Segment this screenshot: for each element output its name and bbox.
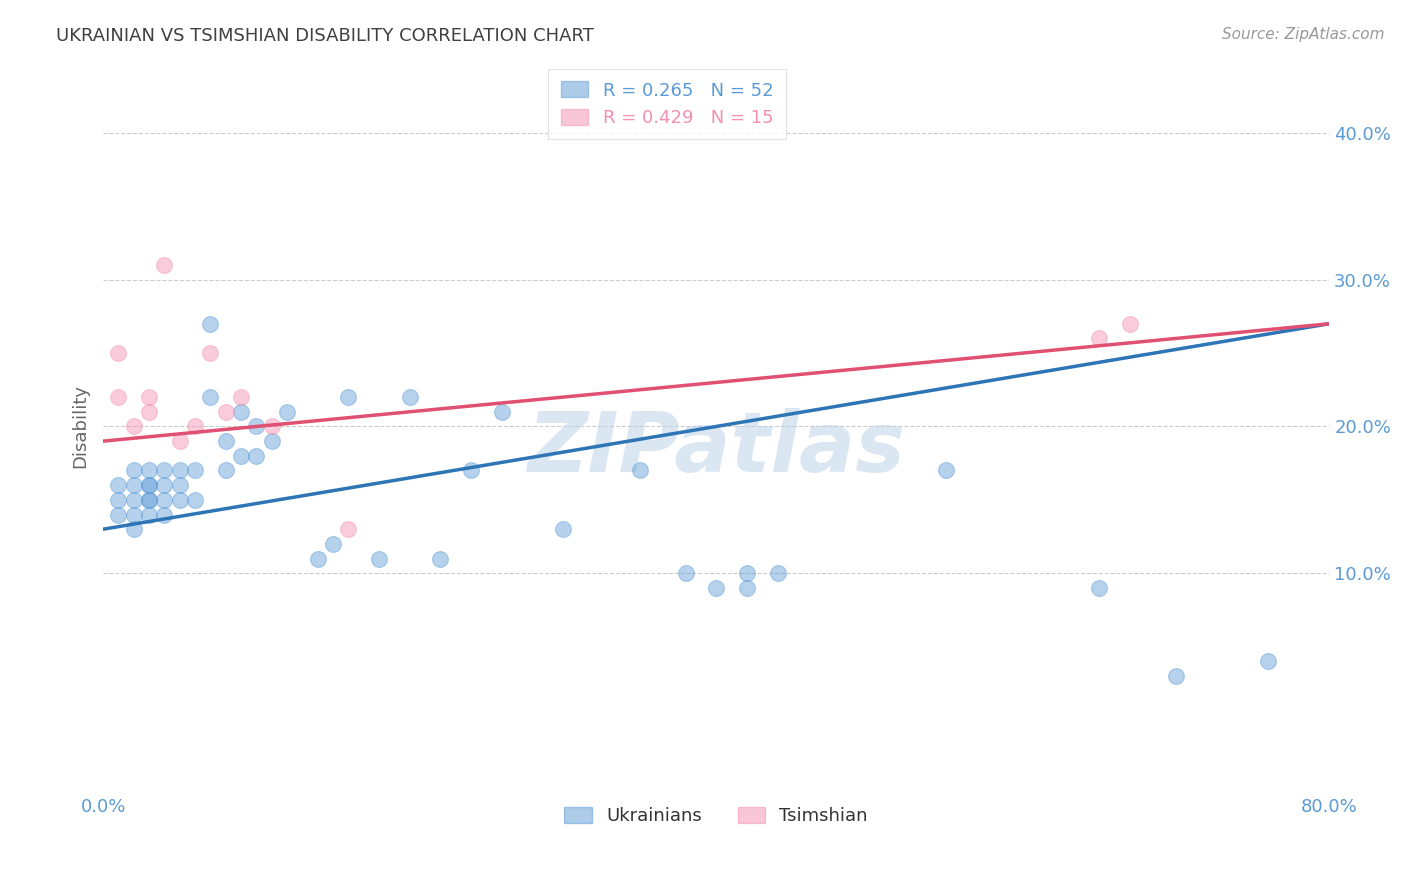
Point — [735, 581, 758, 595]
Point — [122, 492, 145, 507]
Point — [398, 390, 420, 404]
Point — [138, 478, 160, 492]
Y-axis label: Disability: Disability — [72, 384, 89, 468]
Point — [935, 463, 957, 477]
Point — [138, 463, 160, 477]
Point — [337, 522, 360, 536]
Point — [138, 405, 160, 419]
Point — [1257, 654, 1279, 668]
Point — [229, 449, 252, 463]
Point — [169, 492, 191, 507]
Point — [122, 419, 145, 434]
Point — [107, 508, 129, 522]
Point — [153, 492, 176, 507]
Point — [215, 463, 238, 477]
Point — [1088, 581, 1111, 595]
Point — [735, 566, 758, 581]
Point — [245, 419, 267, 434]
Point — [184, 419, 207, 434]
Point — [153, 463, 176, 477]
Point — [184, 463, 207, 477]
Point — [1119, 317, 1142, 331]
Point — [368, 551, 391, 566]
Point — [169, 478, 191, 492]
Point — [215, 434, 238, 449]
Point — [122, 508, 145, 522]
Point — [628, 463, 651, 477]
Point — [169, 434, 191, 449]
Point — [107, 478, 129, 492]
Point — [200, 390, 222, 404]
Point — [260, 434, 283, 449]
Point — [153, 258, 176, 272]
Point — [107, 390, 129, 404]
Point — [138, 492, 160, 507]
Point — [1164, 669, 1187, 683]
Point — [429, 551, 451, 566]
Point — [276, 405, 298, 419]
Point — [215, 405, 238, 419]
Point — [122, 522, 145, 536]
Point — [122, 463, 145, 477]
Point — [491, 405, 513, 419]
Point — [122, 478, 145, 492]
Point — [138, 492, 160, 507]
Text: Source: ZipAtlas.com: Source: ZipAtlas.com — [1222, 27, 1385, 42]
Point — [245, 449, 267, 463]
Legend: Ukrainians, Tsimshian: Ukrainians, Tsimshian — [554, 796, 879, 836]
Point — [184, 492, 207, 507]
Text: ZIPatlas: ZIPatlas — [527, 408, 905, 489]
Point — [460, 463, 482, 477]
Point — [229, 390, 252, 404]
Point — [153, 478, 176, 492]
Text: UKRAINIAN VS TSIMSHIAN DISABILITY CORRELATION CHART: UKRAINIAN VS TSIMSHIAN DISABILITY CORREL… — [56, 27, 595, 45]
Point — [138, 390, 160, 404]
Point — [322, 537, 344, 551]
Point — [307, 551, 329, 566]
Point — [138, 508, 160, 522]
Point — [229, 405, 252, 419]
Point — [766, 566, 789, 581]
Point — [675, 566, 697, 581]
Point — [551, 522, 574, 536]
Point — [107, 346, 129, 360]
Point — [138, 478, 160, 492]
Point — [200, 317, 222, 331]
Point — [337, 390, 360, 404]
Point — [1088, 331, 1111, 345]
Point — [153, 508, 176, 522]
Point — [107, 492, 129, 507]
Point — [260, 419, 283, 434]
Point — [704, 581, 727, 595]
Point — [200, 346, 222, 360]
Point — [169, 463, 191, 477]
